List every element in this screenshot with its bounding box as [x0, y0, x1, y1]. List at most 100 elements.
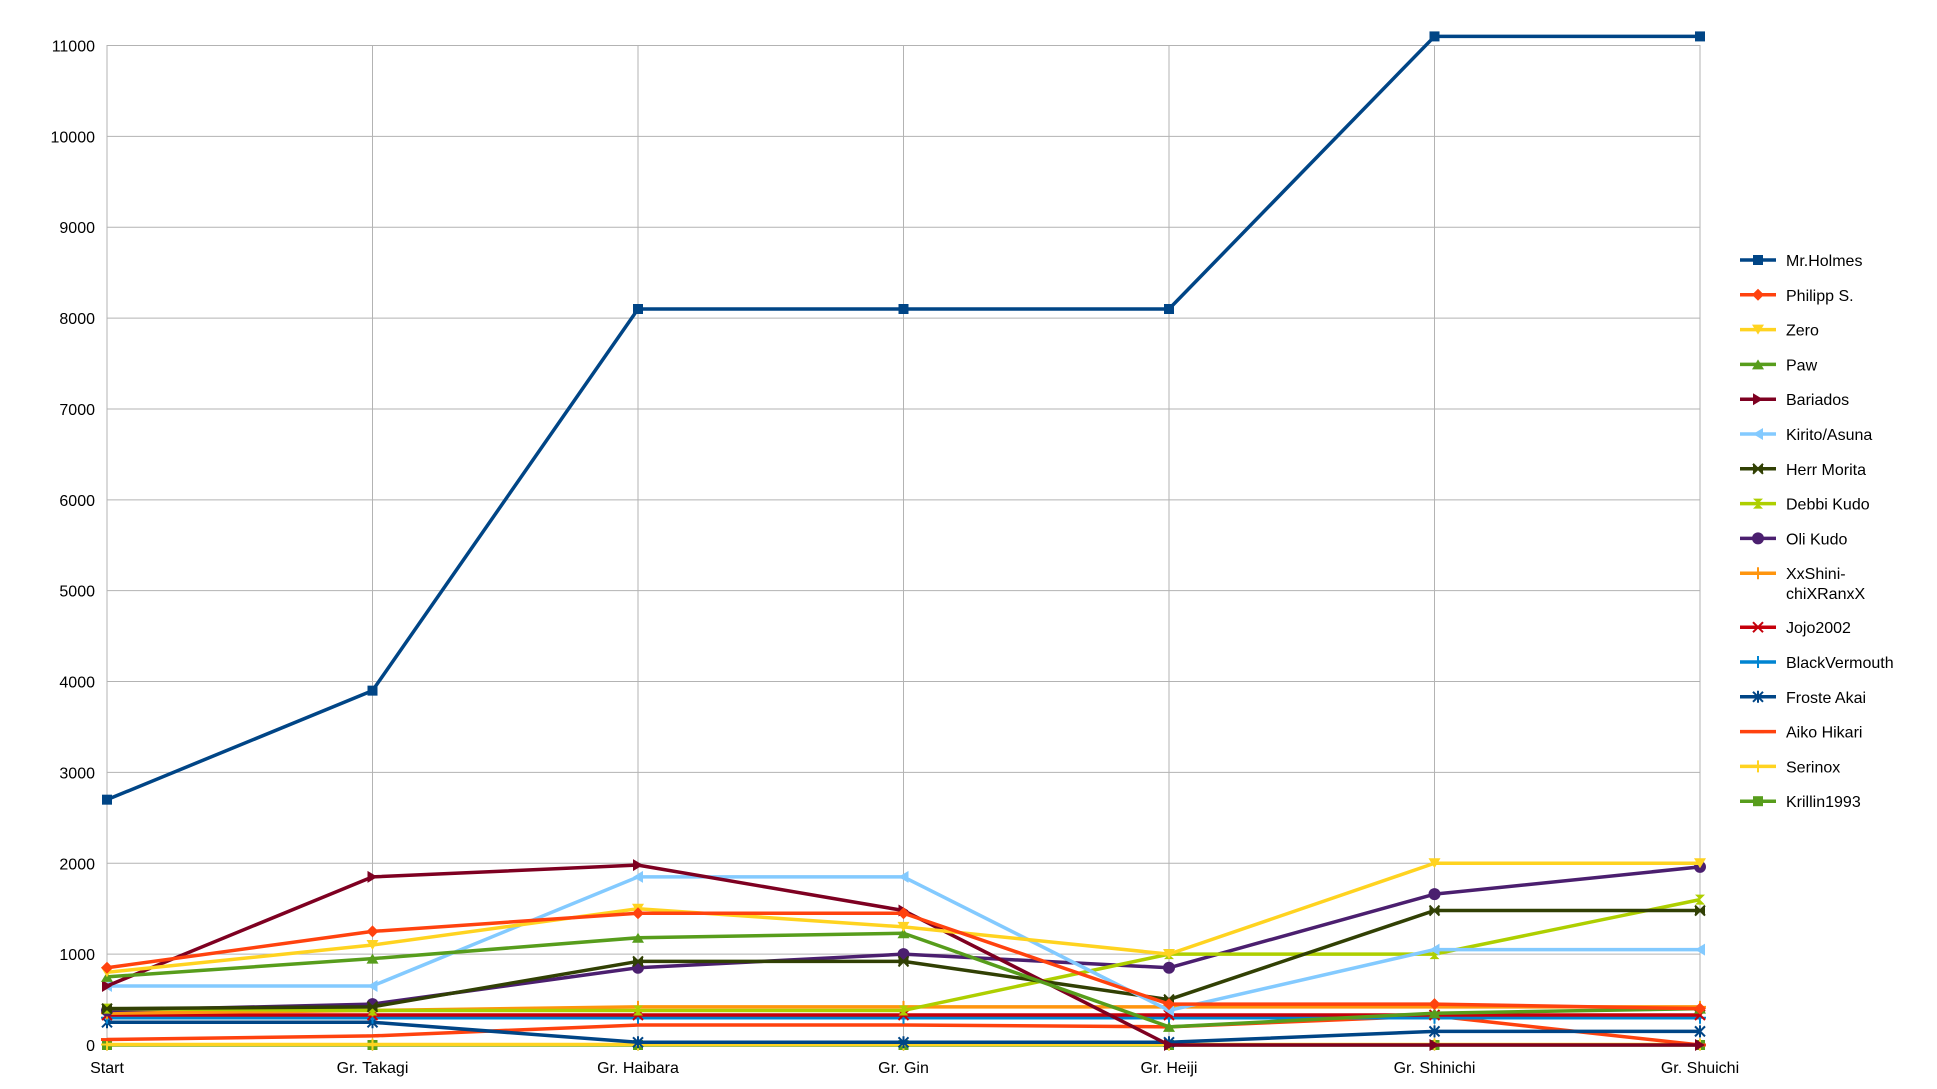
data-point [1695, 1039, 1705, 1051]
data-point [1695, 31, 1705, 42]
legend-label: Paw [1786, 357, 1818, 374]
data-point [1429, 31, 1440, 42]
legend-marker [1752, 690, 1764, 703]
data-point [897, 1036, 910, 1049]
legend-label: Mr.Holmes [1786, 253, 1862, 270]
series-group [101, 31, 1706, 1051]
data-point [1163, 998, 1175, 1011]
legend-marker [1753, 428, 1763, 440]
y-tick-label: 5000 [59, 584, 95, 601]
y-axis: 0 1000 2000 3000 4000 5000 6000 7000 8000 9000 100… [51, 39, 96, 1056]
grid-lines [106, 45, 1701, 1051]
data-point [1163, 1021, 1175, 1032]
x-tick-label: Gr. Gin [878, 1060, 929, 1077]
legend-item: Krillin1993 [1740, 794, 1861, 811]
legend-marker [1752, 288, 1764, 301]
legend-label: Herr Morita [1786, 462, 1866, 479]
legend-label: BlackVermouth [1786, 655, 1894, 672]
data-point [633, 1010, 643, 1016]
data-point [1428, 998, 1441, 1011]
legend-label: Bariados [1786, 392, 1849, 409]
series-paw [101, 928, 1706, 1032]
data-point [633, 304, 643, 315]
data-point [1429, 1039, 1440, 1051]
data-point [366, 1038, 379, 1051]
data-point [1163, 949, 1175, 960]
legend-item: Zero [1740, 323, 1819, 340]
data-point [632, 955, 644, 968]
series-mr-holmes [102, 31, 1705, 805]
data-point [367, 979, 378, 992]
legend-label: XxShini-chiXRanxX [1786, 566, 1865, 603]
legend-item: BlackVermouth [1740, 655, 1894, 672]
legend-item: Jojo2002 [1740, 620, 1851, 637]
data-point [367, 685, 378, 696]
x-tick-label: Gr. Shuichi [1661, 1060, 1739, 1077]
data-point [366, 940, 379, 951]
data-point [1164, 304, 1174, 315]
legend-label: Aiko Hikari [1786, 725, 1862, 742]
data-point [101, 1002, 113, 1015]
data-point [897, 928, 910, 939]
data-point [898, 870, 909, 883]
legend-marker [1753, 393, 1763, 406]
data-point [367, 1010, 378, 1016]
y-tick-label: 1000 [59, 947, 95, 964]
legend-item: Oli Kudo [1740, 531, 1847, 548]
data-point [366, 953, 379, 964]
data-point [632, 1036, 644, 1049]
data-point [367, 870, 378, 883]
legend-marker [1753, 498, 1763, 504]
data-point [633, 859, 643, 872]
legend-label: Oli Kudo [1786, 531, 1847, 548]
legend-item: Paw [1740, 357, 1818, 374]
x-tick-label: Gr. Shinichi [1394, 1060, 1476, 1077]
y-tick-label: 7000 [59, 402, 95, 419]
legend-marker [1752, 324, 1764, 335]
legend-marker [1753, 503, 1763, 509]
series-kirito-asuna [102, 870, 1705, 1017]
data-point [633, 1005, 643, 1011]
legend-marker [1752, 359, 1764, 370]
legend-marker [1753, 796, 1763, 807]
legend-marker [1753, 255, 1763, 265]
data-point [898, 1005, 909, 1011]
y-tick-label: 9000 [59, 220, 95, 237]
legend-marker [1752, 760, 1764, 773]
legend-item: Philipp S. [1740, 288, 1854, 305]
data-point [632, 907, 644, 920]
legend-item: Froste Akai [1740, 690, 1866, 707]
legend-item: Herr Morita [1740, 462, 1866, 479]
legend-item: Kirito/Asuna [1740, 427, 1872, 444]
legend-item: Aiko Hikari [1740, 725, 1862, 742]
series-philipp-s- [101, 907, 1706, 1015]
y-tick-label: 3000 [59, 765, 95, 782]
legend-marker [1752, 532, 1764, 545]
data-point [1694, 1002, 1706, 1015]
data-point [366, 925, 379, 938]
legend-item: Mr.Holmes [1740, 253, 1862, 270]
data-point [632, 932, 644, 943]
legend-label: Jojo2002 [1786, 620, 1851, 637]
legend-marker [1752, 463, 1764, 475]
data-point [366, 1001, 379, 1013]
legend-marker [1752, 621, 1764, 633]
legend-marker [1752, 656, 1764, 668]
data-point [1695, 943, 1705, 956]
data-point [897, 907, 910, 920]
data-point [898, 1010, 909, 1016]
data-point [1428, 1025, 1441, 1038]
data-point [101, 961, 113, 974]
legend: Mr.Holmes Philipp S. Zero Paw Bariados Kirito… [1740, 253, 1894, 811]
y-tick-label: 4000 [59, 675, 95, 692]
legend-item: Bariados [1740, 392, 1849, 409]
legend-label: Philipp S. [1786, 288, 1854, 305]
data-point [1694, 1025, 1706, 1038]
x-tick-label: Gr. Heiji [1141, 1060, 1198, 1077]
y-tick-label: 0 [86, 1038, 95, 1055]
data-point [1428, 1008, 1441, 1019]
data-point [1164, 1039, 1174, 1051]
legend-item: Serinox [1740, 759, 1840, 776]
y-tick-label: 11000 [52, 39, 95, 56]
